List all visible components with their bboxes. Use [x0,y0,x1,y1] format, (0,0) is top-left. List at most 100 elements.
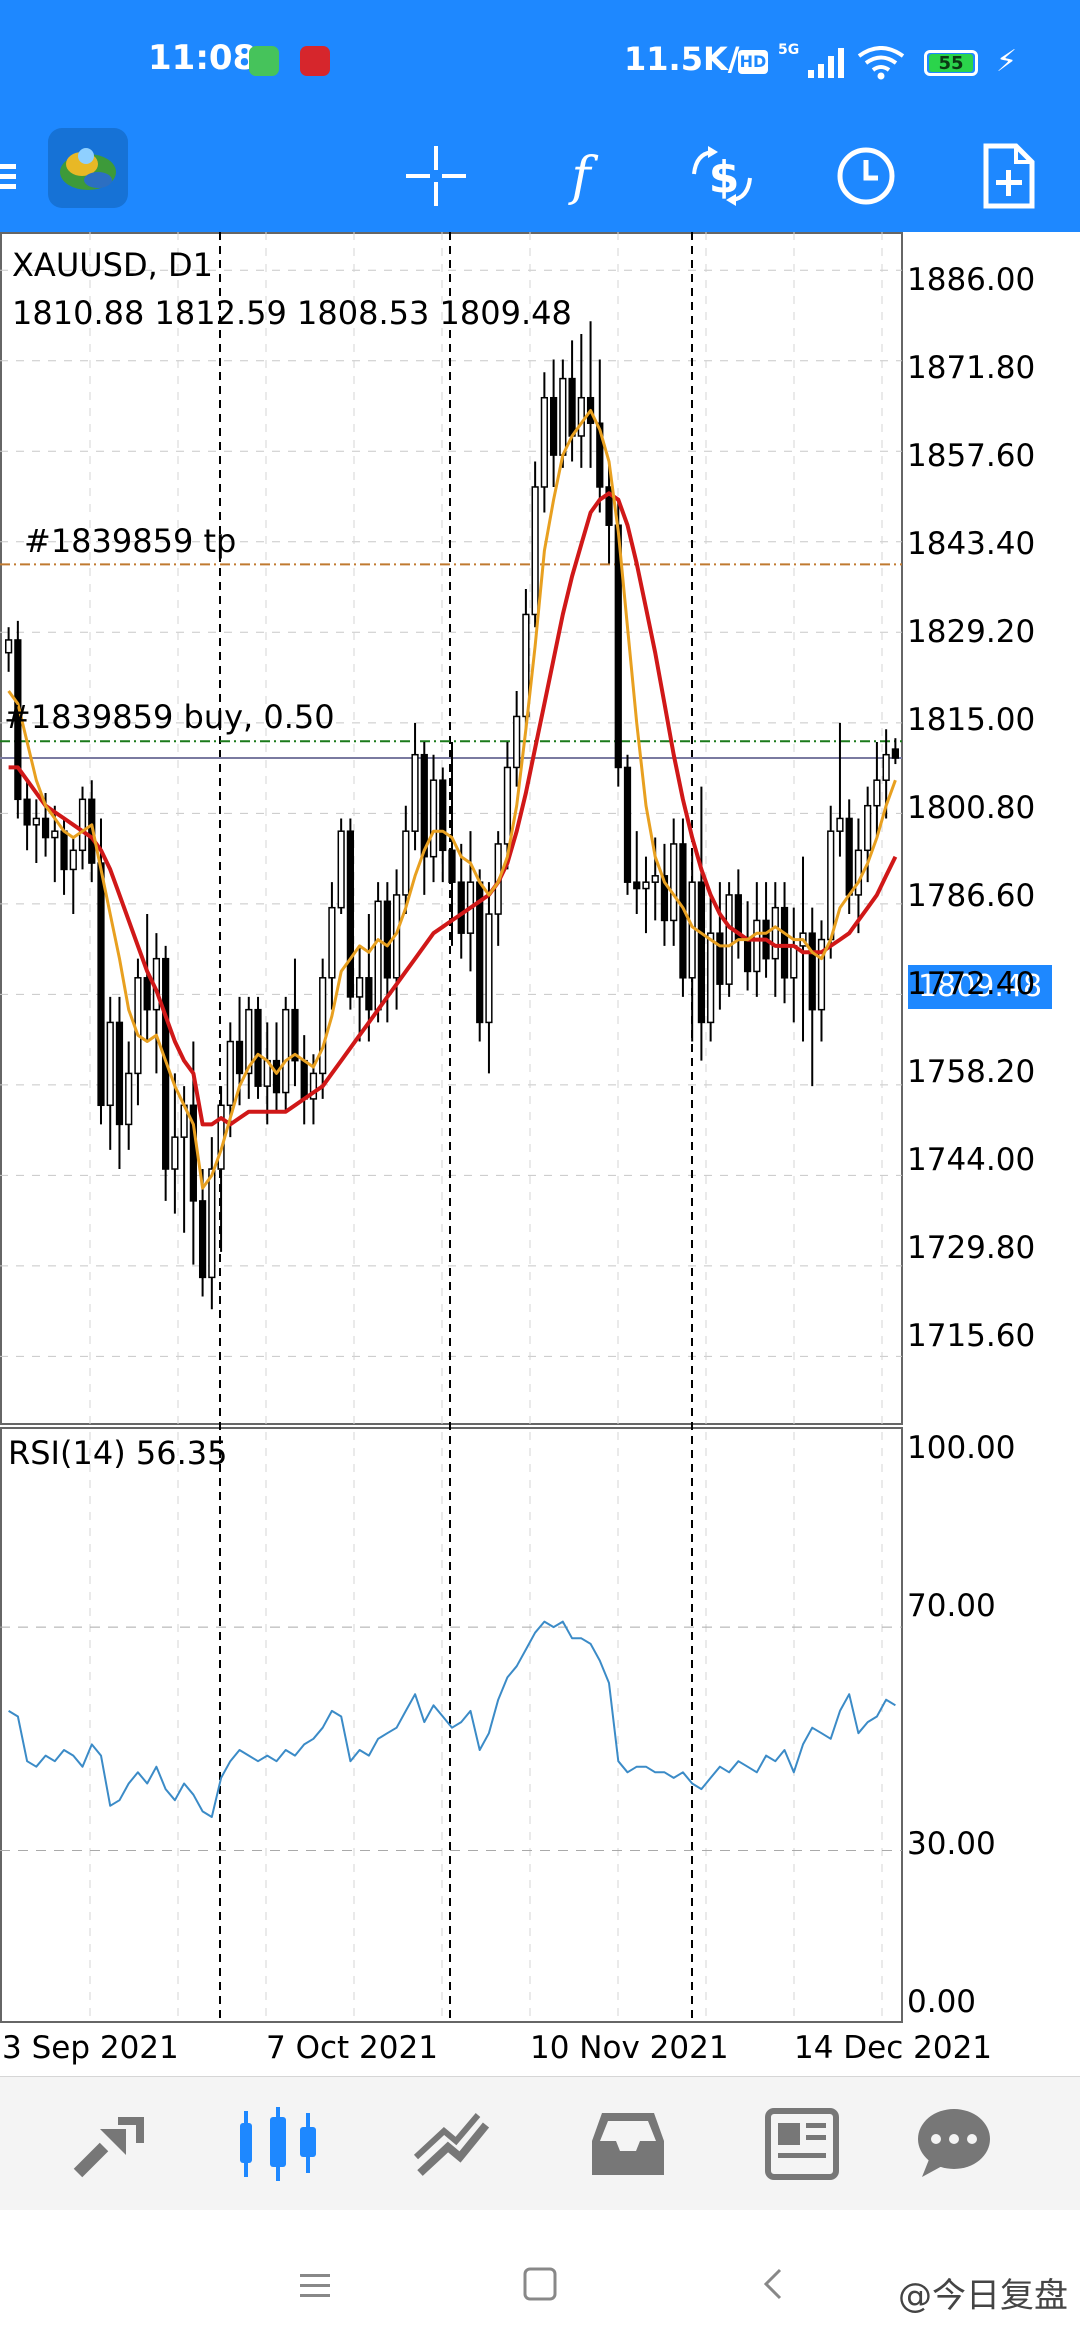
candle-body [531,486,539,616]
indicators-icon[interactable]: f [545,140,617,212]
candle-body [208,1168,216,1279]
status-bar: 11:08 11.5K/s HD 5G 55 ⚡ [0,0,1080,120]
candle-body [51,830,59,839]
candle-body [143,977,151,1011]
battery-level: 55 [929,54,973,74]
candle-body [485,913,493,1024]
candle-body [23,798,31,826]
signal-icon [808,48,844,78]
candle-body [5,639,13,654]
messages-icon[interactable] [914,2107,994,2181]
news-icon[interactable] [762,2107,842,2181]
back-icon[interactable] [756,2266,792,2302]
quotes-icon[interactable] [70,2107,150,2181]
candle-body [32,817,40,826]
candle-body [254,1008,262,1087]
candle-body [328,906,336,979]
candle-body [356,977,364,998]
svg-text:f: f [567,147,598,207]
candle-body [808,932,816,1011]
rsi-label: RSI(14) 56.35 [8,1434,228,1472]
candle-body [429,779,438,858]
svg-text:$: $ [709,152,740,203]
status-time: 11:08 [148,38,257,78]
candle-body [827,830,835,941]
chart-icon[interactable] [240,2107,320,2181]
candle-body [817,938,826,1011]
candle-body [577,396,585,437]
candle-body [309,1072,318,1100]
candle-body [651,875,659,883]
recent-apps-icon[interactable] [298,2268,334,2304]
candle-body [753,919,761,973]
price-tick: 1729.80 [907,1230,1036,1266]
candle-body [836,817,844,832]
candle-body [845,817,853,896]
candle-body [115,1021,124,1126]
candle-body [439,779,447,852]
candle-body [291,1008,299,1062]
price-tick: 1871.80 [907,350,1036,386]
candle-body [559,377,567,456]
rsi-tick: 0.00 [907,1984,977,2020]
rsi-line [8,1620,896,1818]
candle-body [854,849,863,896]
candle-body [873,779,881,807]
candle-body [171,1136,179,1170]
candle-body [716,932,724,985]
candle-body [670,843,678,922]
menu-icon[interactable] [0,140,30,212]
price-tick: 1800.80 [907,790,1036,826]
order-line-label: #1839859 buy, 0.50 [4,698,335,736]
chart-area[interactable]: XAUUSD, D1 1810.88 1812.59 1808.53 1809.… [0,232,1080,2072]
candle-body [337,830,345,909]
new-order-icon[interactable] [972,140,1044,212]
ohlc-label: 1810.88 1812.59 1808.53 1809.48 [12,294,572,332]
wifi-icon [857,46,905,80]
candle-body [78,798,87,852]
system-navigation-bar: @今日复盘 [0,2210,1080,2340]
candle-body [226,1040,234,1107]
trade-icon[interactable] [414,2107,494,2181]
candle-body [235,1040,244,1075]
candle-body [707,932,715,1024]
candle-body [540,396,548,488]
rsi-tick: 100.00 [907,1430,1016,1466]
rsi-tick: 70.00 [907,1588,996,1624]
candle-body [411,753,419,832]
candle-body [633,881,641,890]
app-toolbar: f $ [0,120,1080,232]
charging-icon: ⚡ [996,44,1018,79]
candle-body [282,1008,290,1094]
battery-icon: 55 [924,50,978,76]
metatrader-logo[interactable] [46,126,130,210]
candle-body [623,766,632,883]
price-chart[interactable] [0,232,1080,2072]
candle-body [106,1021,114,1107]
candle-body [383,900,391,979]
history-icon[interactable] [588,2107,668,2181]
candle-body [743,938,752,973]
current-price-tag: 1809.48 [908,965,1052,1009]
candle-body [605,486,613,526]
trade-icon[interactable]: $ [686,140,758,212]
period-icon[interactable] [830,140,902,212]
candle-body [790,945,798,979]
rsi-tick: 30.00 [907,1826,996,1862]
crosshair-icon[interactable] [400,140,472,212]
price-tick: 1715.60 [907,1318,1036,1354]
symbol-label: XAUUSD, D1 [12,246,213,284]
candle-body [69,849,77,871]
price-tick: 1744.00 [907,1142,1036,1178]
app-notification-icon [249,46,279,76]
date-tick: 14 Dec 2021 [794,2030,993,2066]
candle-body [60,830,68,871]
candle-body [771,906,779,960]
candle-body [448,849,456,883]
candle-body [402,830,410,896]
net-type-label: 5G [778,42,800,58]
candle-body [642,881,650,890]
home-icon[interactable] [522,2266,558,2302]
price-tick: 1786.60 [907,878,1036,914]
candle-body [503,766,512,845]
